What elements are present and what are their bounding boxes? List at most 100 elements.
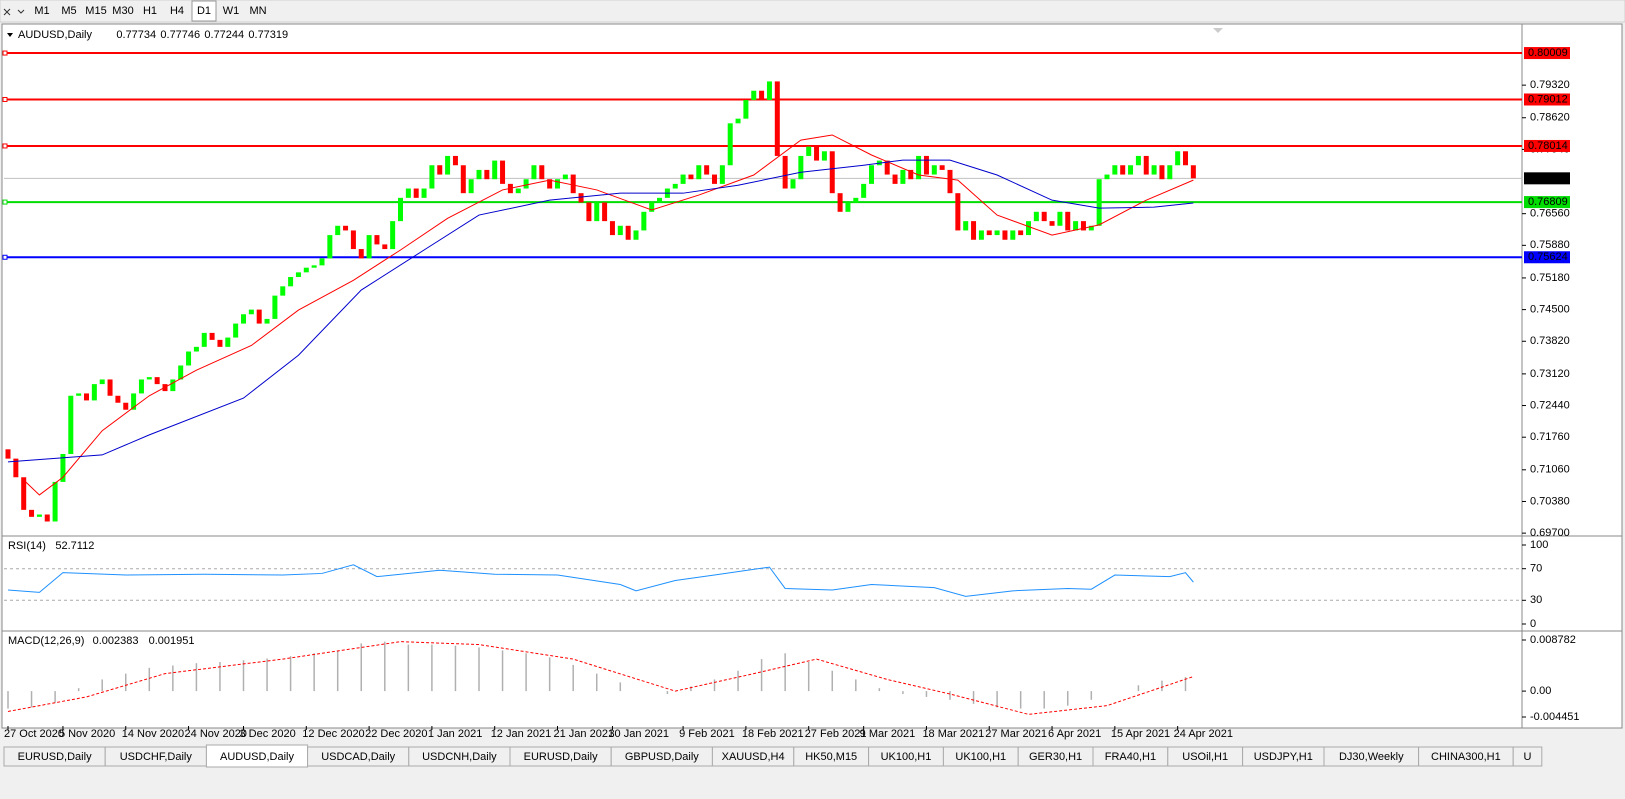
tab-label[interactable]: CHINA300,H1 (1431, 751, 1501, 763)
timeframe-button[interactable]: M5 (61, 5, 76, 17)
candle-body (869, 165, 874, 184)
candle-body (68, 395, 74, 454)
candle-body (468, 179, 474, 194)
candle-body (743, 100, 749, 119)
tab-label[interactable]: USDCHF,Daily (120, 751, 193, 763)
tab-label[interactable]: XAUUSD,H4 (722, 751, 785, 763)
candle-body (178, 365, 184, 380)
candle-body (1096, 179, 1102, 226)
price-tick-label: 0.79320 (1530, 79, 1570, 91)
candle-body (233, 323, 239, 338)
tab-label[interactable]: USDJPY,H1 (1254, 751, 1313, 763)
candle-body (303, 267, 309, 273)
candle-body (76, 393, 82, 396)
candle-body (13, 458, 19, 478)
candle-body (484, 169, 490, 180)
tab-label[interactable]: USDCNH,Daily (422, 751, 497, 763)
candle-body (36, 514, 42, 517)
tab-label[interactable]: GBPUSD,Daily (625, 751, 699, 763)
candle-body (570, 174, 576, 194)
price-tick-label: 0.69700 (1530, 527, 1570, 539)
candle-body (727, 123, 733, 166)
candle-body (1026, 221, 1031, 236)
tab-label[interactable]: FRA40,H1 (1105, 751, 1156, 763)
rsi-tick-label: 100 (1530, 539, 1548, 551)
rsi-tick-label: 0 (1530, 618, 1536, 630)
quote-value: 0.77746 (160, 29, 200, 41)
timeframe-button[interactable]: M30 (112, 5, 133, 17)
rsi-value: 52.7112 (55, 540, 94, 552)
time-label: 9 Mar 2021 (860, 728, 916, 740)
time-label: 14 Nov 2020 (122, 728, 184, 740)
timeframe-button[interactable]: D1 (197, 5, 211, 17)
candle-body (319, 258, 325, 266)
candle-body (201, 332, 207, 347)
candle-body (939, 165, 945, 170)
tab-label[interactable]: USDCAD,Daily (321, 751, 395, 763)
macd-title: MACD(12,26,9) (8, 635, 84, 647)
price-tick-label: 0.76560 (1530, 208, 1570, 220)
candle-body (696, 165, 702, 180)
tab-label[interactable]: DJ30,Weekly (1339, 751, 1404, 763)
time-label: 12 Dec 2020 (302, 728, 364, 740)
moving-average (7, 159, 1194, 463)
tab-label[interactable]: U (1524, 751, 1532, 763)
candle-body (358, 249, 364, 259)
candle-body (649, 202, 655, 212)
candle-body (853, 197, 859, 203)
candle-body (555, 179, 560, 189)
timeframe-button[interactable]: H4 (170, 5, 184, 17)
candle-body (1159, 165, 1165, 180)
time-label: 27 Oct 2020 (4, 728, 64, 740)
tab-label[interactable]: EURUSD,Daily (524, 751, 598, 763)
candle-body (460, 165, 466, 194)
price-tick-label: 0.72440 (1530, 399, 1570, 411)
timeframe-button[interactable]: MN (249, 5, 266, 17)
candle-body (916, 155, 922, 180)
candle-body (84, 393, 89, 401)
candle-body (1112, 165, 1118, 175)
level-label: 0.79012 (1528, 93, 1568, 105)
timeframe-button[interactable]: M1 (34, 5, 49, 17)
candle-body (547, 179, 553, 189)
candle-body (594, 202, 600, 222)
candle-body (217, 339, 223, 347)
candle-body (617, 225, 623, 236)
tab-label[interactable]: GER30,H1 (1029, 751, 1082, 763)
candle-body (821, 151, 827, 161)
macd-tick-label: 0.008782 (1530, 634, 1576, 646)
candle-body (248, 309, 254, 315)
timeframe-button[interactable]: M15 (85, 5, 106, 17)
tab-label[interactable]: UK100,H1 (881, 751, 932, 763)
time-label: 5 Nov 2020 (59, 728, 115, 740)
candle-body (712, 174, 717, 184)
tab-label[interactable]: AUDUSD,Daily (220, 751, 294, 763)
candle-body (60, 453, 66, 482)
candle-body (280, 286, 286, 296)
current-price-label: 0.77319 (1528, 172, 1568, 184)
tab[interactable] (1512, 746, 1543, 767)
toolbar (0, 0, 1625, 23)
candle-body (492, 160, 498, 180)
candle-body (1151, 165, 1157, 175)
tab-label[interactable]: UK100,H1 (955, 751, 1006, 763)
level-label-box (1524, 251, 1570, 264)
candle-body (845, 202, 851, 212)
candle-body (955, 193, 961, 231)
macd-tick-label: 0.00 (1530, 685, 1551, 697)
candle-body (978, 230, 984, 240)
candle-body (154, 377, 160, 385)
price-tick-label: 0.74500 (1530, 304, 1570, 316)
timeframe-button[interactable]: W1 (223, 5, 240, 17)
candle-body (138, 379, 144, 394)
tab-label[interactable]: HK50,M15 (805, 751, 857, 763)
candle-body (884, 160, 890, 175)
toolbar-icon[interactable] (3, 8, 25, 16)
candle-body (405, 188, 411, 198)
candle-body (1104, 174, 1110, 180)
tab-label[interactable]: EURUSD,Daily (18, 751, 92, 763)
time-label: 6 Apr 2021 (1048, 728, 1101, 740)
candle-body (971, 221, 977, 240)
tab-label[interactable]: USOil,H1 (1182, 751, 1228, 763)
timeframe-button[interactable]: H1 (143, 5, 157, 17)
